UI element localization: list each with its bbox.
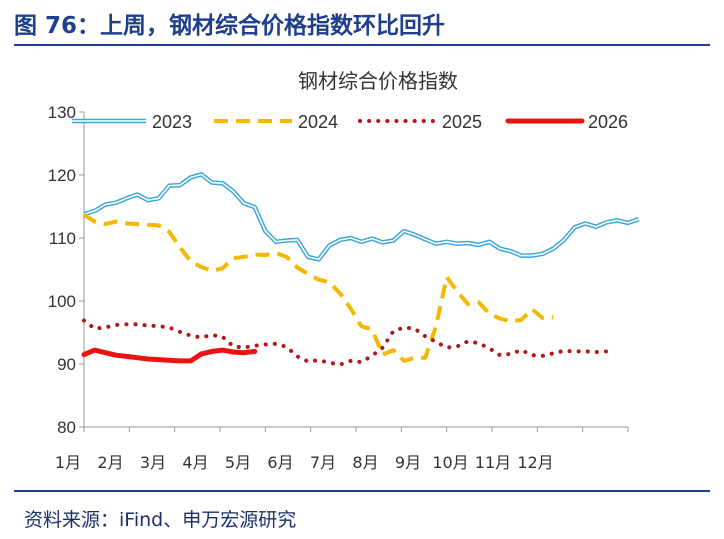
x-tick-label: 6月: [267, 453, 293, 472]
series-2024-line: [82, 213, 554, 363]
y-axis: 80 90 100 110 120 130: [48, 103, 85, 437]
x-tick-label: 5月: [225, 453, 251, 472]
legend-label-2023: 2023: [152, 112, 192, 132]
legend-label-2026: 2026: [588, 112, 628, 132]
y-tick-label: 80: [57, 418, 76, 437]
legend-label-2024: 2024: [298, 112, 338, 132]
y-tick-label: 90: [57, 355, 76, 374]
y-tick-label: 100: [48, 292, 76, 311]
series-2025-line: [82, 318, 609, 367]
title-rule: [14, 44, 710, 46]
x-tick-label: 9月: [395, 453, 421, 472]
x-tick-label: 11月: [475, 453, 511, 472]
x-tick-label: 2月: [97, 453, 123, 472]
series-2023-line-inner: [83, 173, 639, 261]
chart-title: 钢材综合价格指数: [298, 69, 458, 93]
x-tick-label: 10月: [432, 453, 468, 472]
series-group: [81, 172, 640, 367]
source-rule: [14, 490, 710, 492]
x-tick-label: 8月: [352, 453, 378, 472]
figure-title: 图 76：上周，钢材综合价格指数环比回升: [14, 13, 446, 39]
legend: 2023 2024 2025 2026: [72, 112, 628, 132]
x-tick-label: 1月: [55, 453, 81, 472]
y-tick-label: 120: [48, 166, 76, 185]
x-tick-label: 12月: [517, 453, 553, 472]
y-tick-label: 130: [48, 103, 76, 122]
x-axis: 1月 2月 3月 4月 5月 6月 7月 8月 9月 10月 11月 12月: [55, 426, 629, 472]
x-tick-label: 7月: [310, 453, 336, 472]
x-tick-label: 4月: [182, 453, 208, 472]
legend-label-2025: 2025: [442, 112, 482, 132]
source-note: 资料来源：iFind、申万宏源研究: [24, 509, 297, 531]
x-tick-label: 3月: [140, 453, 166, 472]
series-2026-line: [81, 347, 258, 364]
y-tick-label: 110: [49, 229, 76, 248]
